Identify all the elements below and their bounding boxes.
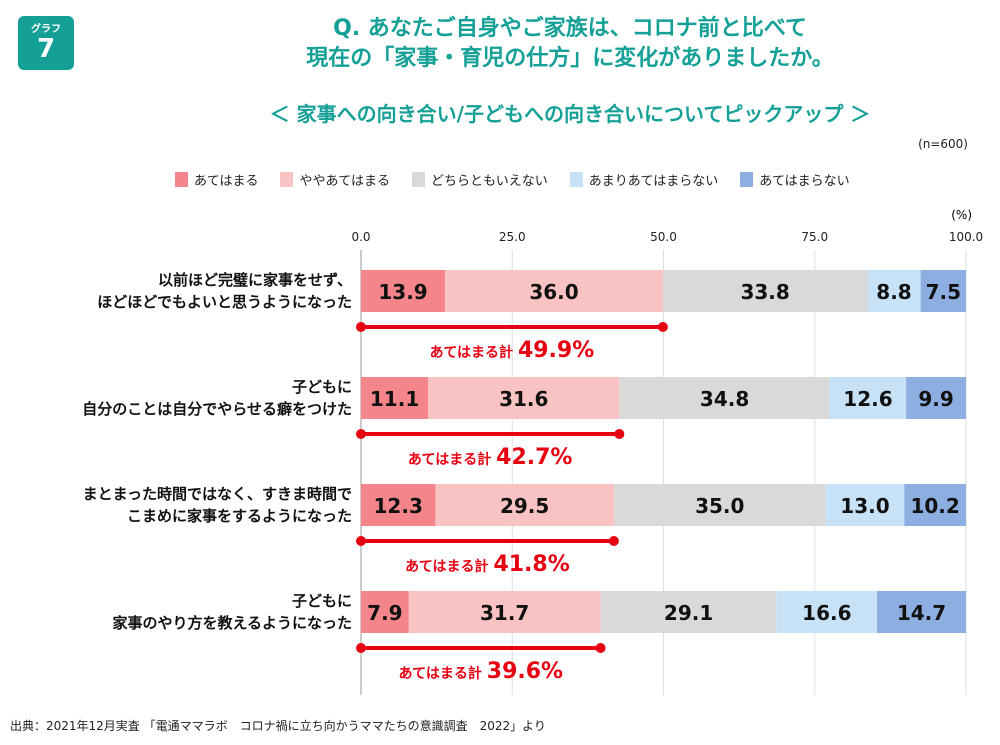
tick-label: 100.0 — [949, 230, 983, 244]
legend-swatch — [175, 172, 188, 187]
bar-segment — [445, 270, 663, 312]
data-label: 12.3 — [374, 494, 423, 518]
data-label: 10.2 — [910, 494, 959, 518]
data-label: 33.8 — [740, 280, 789, 304]
bar-segment — [776, 591, 878, 633]
subtitle: ＜ 家事への向き合い/子どもへの向き合いについてピックアップ ＞ — [269, 102, 871, 126]
summary-label: あてはまる計 39.6% — [398, 659, 563, 684]
data-label: 29.5 — [500, 494, 549, 518]
summary-end-dot — [595, 643, 606, 653]
bar-segment — [867, 270, 921, 312]
category-label-line: こまめに家事をするようになった — [126, 507, 352, 525]
legend-item: どちらともいえない — [411, 170, 548, 189]
category-label-line: まとまった時間ではなく、すきま時間で — [82, 485, 352, 503]
bar-segment — [361, 377, 429, 419]
category-label-line: 自分のことは自分でやらせる癖をつけた — [82, 400, 352, 418]
summary-end-dot — [657, 322, 668, 332]
legend-swatch — [569, 172, 583, 187]
legend-item: ややあてはまる — [280, 170, 390, 189]
category-label: 子どもに自分のことは自分でやらせる癖をつけた — [82, 376, 352, 420]
summary-start-dot — [356, 536, 366, 546]
bar-segment — [600, 591, 777, 633]
data-label: 35.0 — [695, 494, 744, 518]
data-label: 29.1 — [664, 601, 713, 625]
bar-segment — [906, 377, 966, 419]
summary-start-dot — [356, 322, 366, 332]
bar-segment — [904, 484, 966, 526]
bar-segment — [361, 484, 436, 526]
data-label: 13.0 — [840, 494, 889, 518]
data-label: 11.1 — [370, 387, 419, 411]
category-label-line: 家事のやり方を教えるようになった — [112, 614, 352, 632]
data-label: 8.8 — [876, 280, 911, 304]
summary-label: あてはまる計 49.9% — [430, 338, 595, 363]
tick-label: 25.0 — [499, 230, 526, 244]
tick-label: 0.0 — [351, 230, 370, 244]
unit-label: (%) — [951, 208, 972, 222]
category-label: 子どもに家事のやり方を教えるようになった — [112, 590, 352, 634]
category-label: まとまった時間ではなく、すきま時間でこまめに家事をするようになった — [83, 483, 352, 527]
tick-label: 50.0 — [650, 230, 677, 244]
data-label: 12.6 — [843, 387, 892, 411]
data-label: 13.9 — [378, 280, 427, 304]
bar-segment — [435, 484, 614, 526]
category-label: 以前ほど完璧に家事をせず、ほどほどでもよいと思うようになった — [97, 269, 352, 313]
data-label: 7.5 — [926, 280, 961, 304]
data-label: 31.6 — [499, 387, 548, 411]
data-label: 7.9 — [367, 601, 402, 625]
legend-label: あてはまらない — [759, 174, 850, 189]
legend-label: あてはまる — [194, 174, 259, 189]
tick-label: 75.0 — [801, 230, 828, 244]
data-label: 14.7 — [897, 601, 946, 625]
bar-segment — [825, 484, 905, 526]
category-label-line: 子どもに — [291, 592, 352, 610]
summary-label: あてはまる計 41.8% — [405, 552, 570, 577]
category-label-line: 以前ほど完璧に家事をせず、 — [158, 271, 352, 289]
bar-segment — [428, 377, 620, 419]
badge-label: グラフ — [31, 24, 61, 35]
source-note: 出典：2021年12月実査 「電通ママラボ コロナ禍に立ち向かうママたちの意識調… — [10, 719, 546, 733]
graph-badge: グラフ 7 — [18, 16, 74, 70]
bar-segment — [877, 591, 966, 633]
data-label: 31.7 — [480, 601, 529, 625]
title-line2: 現在の「家事・育児の仕方」に変化がありましたか。 — [306, 46, 834, 71]
sample-size: (n=600) — [918, 137, 968, 151]
data-label: 36.0 — [529, 280, 578, 304]
bar-segment — [920, 270, 966, 312]
summary-label: あてはまる計 42.7% — [408, 445, 573, 470]
category-label-line: ほどほどでもよいと思うようになった — [97, 293, 352, 311]
legend-swatch — [280, 172, 294, 187]
summary-start-dot — [356, 429, 366, 439]
data-label: 9.9 — [918, 387, 953, 411]
legend-label: どちらともいえない — [430, 174, 548, 189]
title-line1: Q. あなたご自身やご家族は、コロナ前と比べて — [333, 16, 807, 41]
bar-segment — [619, 377, 830, 419]
legend-label: ややあてはまる — [299, 174, 390, 189]
bar-segment — [829, 377, 907, 419]
legend-swatch — [740, 172, 754, 187]
data-label: 34.8 — [700, 387, 749, 411]
bar-segment — [408, 591, 601, 633]
legend-swatch — [411, 172, 425, 187]
summary-end-dot — [614, 429, 625, 439]
legend-label: あまりあてはまらない — [588, 174, 719, 189]
legend-item: あてはまる — [175, 170, 258, 189]
summary-start-dot — [356, 643, 366, 653]
summary-end-dot — [608, 536, 619, 546]
badge-number: 7 — [36, 34, 56, 64]
bar-segment — [361, 270, 446, 312]
legend-item: あまりあてはまらない — [569, 170, 719, 189]
legend-item: あてはまらない — [740, 170, 850, 189]
bar-segment — [361, 591, 409, 633]
data-label: 16.6 — [802, 601, 851, 625]
bar-segment — [613, 484, 826, 526]
bar-segment — [662, 270, 868, 312]
legend: あてはまる ややあてはまる どちらともいえない あまりあてはまらない あてはまらない — [175, 170, 850, 189]
category-label-line: 子どもに — [291, 378, 352, 396]
